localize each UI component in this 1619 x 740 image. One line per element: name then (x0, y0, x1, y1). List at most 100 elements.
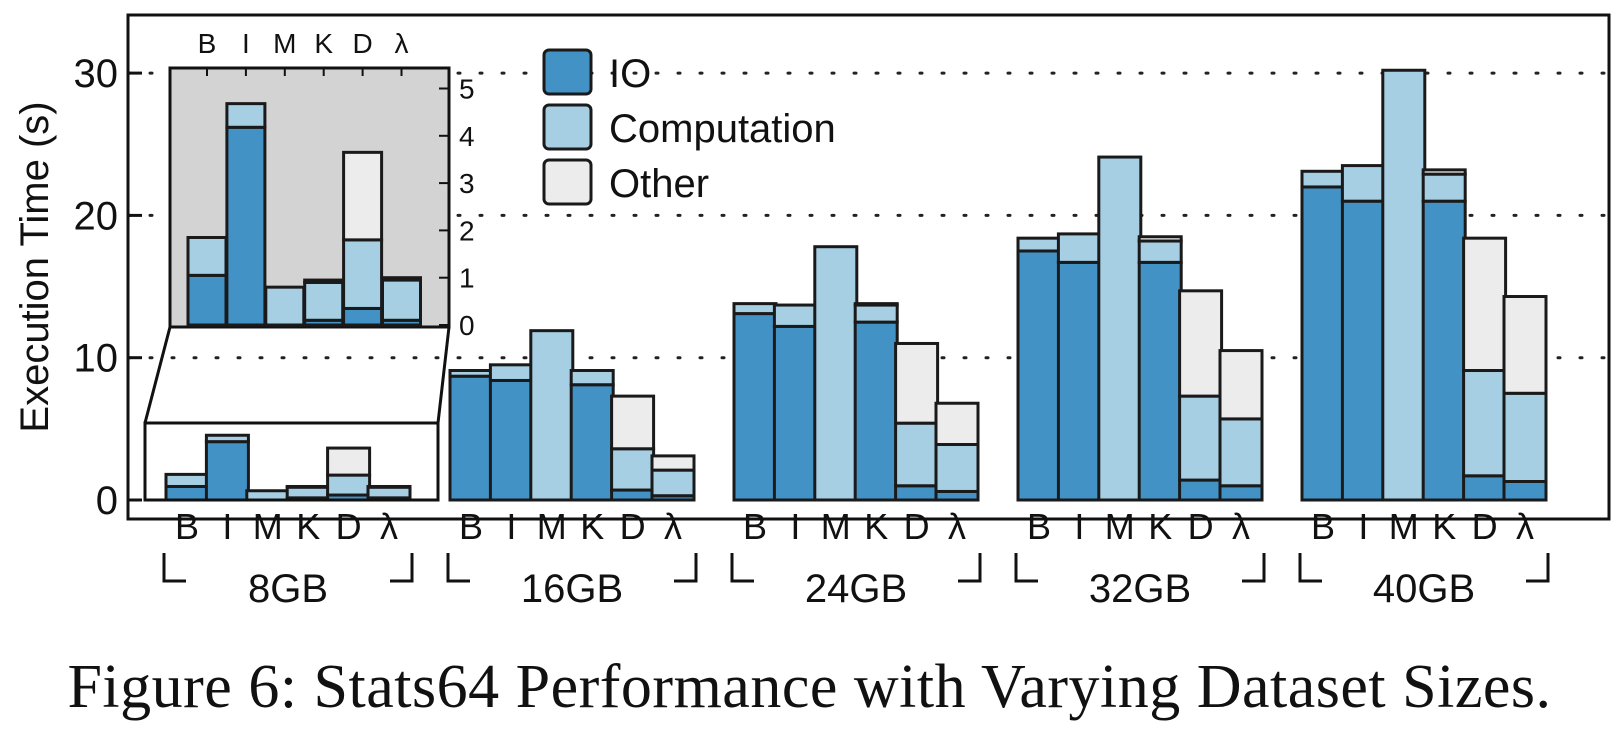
bar-32GB-K-io (1137, 260, 1183, 502)
x-tick-label-M: M (1389, 506, 1419, 547)
bar-16GB-M-computation (529, 329, 575, 502)
bar-40GB-λ-io (1502, 480, 1548, 502)
inset-bar-λ-other (381, 276, 422, 282)
x-tick-label-D: D (904, 506, 930, 547)
legend-swatch-1 (542, 103, 593, 151)
group-label-backdrop (239, 574, 337, 588)
x-tick-label-K: K (1148, 506, 1172, 547)
bar-8GB-K-computation (285, 485, 331, 500)
inset-top-label-K: K (314, 28, 333, 59)
x-tick-label-λ: λ (664, 506, 682, 547)
x-tick-label-M: M (821, 506, 851, 547)
x-tick-label-B: B (1027, 506, 1051, 547)
bar-40GB-K-computation (1421, 172, 1467, 203)
group-bracket (162, 553, 414, 583)
bar-24GB-λ-other (934, 401, 980, 447)
bar-8GB-I-io (204, 440, 250, 502)
x-tick-label-B: B (459, 506, 483, 547)
inset-top-label-M: M (273, 28, 296, 59)
bar-32GB-B-io (1016, 249, 1062, 502)
group-bracket (446, 553, 698, 583)
x-tick-label-K: K (296, 506, 320, 547)
bar-24GB-λ-computation (934, 443, 980, 493)
bar-40GB-D-io (1462, 474, 1508, 502)
bar-40GB-λ-other (1502, 295, 1548, 395)
bar-16GB-K-io (569, 383, 615, 502)
bar-40GB-D-other (1462, 236, 1508, 373)
inset-y-tick-label: 5 (459, 74, 475, 105)
group-label-8GB: 8GB (248, 567, 328, 611)
legend-label-0: IO (609, 52, 651, 96)
bar-32GB-K-computation (1137, 239, 1183, 264)
inset-y-tick-label: 1 (459, 263, 475, 294)
inset-y-tick-label: 3 (459, 168, 475, 199)
bar-16GB-D-computation (610, 447, 656, 492)
bar-8GB-I-computation (204, 433, 250, 444)
y-tick-label: 30 (74, 52, 119, 96)
x-tick-label-B: B (1311, 506, 1335, 547)
group-bracket (1298, 553, 1550, 583)
x-tick-label-λ: λ (1516, 506, 1534, 547)
group-bracket (730, 553, 982, 583)
bar-24GB-B-io (732, 312, 778, 502)
bar-24GB-I-computation (772, 303, 818, 328)
bar-8GB-λ-computation (366, 485, 412, 500)
bar-24GB-I-io (772, 324, 818, 502)
x-tick-label-I: I (1074, 506, 1084, 547)
inset-bar-I-computation (225, 102, 267, 129)
bar-32GB-λ-other (1218, 349, 1264, 421)
bar-40GB-I-io (1340, 199, 1386, 502)
bar-40GB-K-io (1421, 199, 1467, 502)
x-tick-label-D: D (620, 506, 646, 547)
plot-area-frame (126, 13, 1611, 521)
bar-32GB-K-other (1137, 235, 1183, 243)
bar-16GB-λ-other (650, 454, 696, 472)
x-tick-label-K: K (864, 506, 888, 547)
bar-32GB-D-computation (1178, 394, 1224, 482)
bar-32GB-B-computation (1016, 236, 1062, 253)
legend: IO Computation Other (542, 48, 836, 206)
x-tick-label-M: M (253, 506, 283, 547)
inset-top-label-D: D (352, 28, 372, 59)
inset-bar-B-io (186, 273, 228, 327)
inset-bar-λ-computation (381, 278, 422, 322)
zoom-region-box (143, 421, 440, 502)
legend-swatch-0 (542, 48, 593, 96)
inset-bar-I-io (225, 125, 267, 327)
bar-40GB-I-computation (1340, 164, 1386, 203)
x-tick-label-D: D (1472, 506, 1498, 547)
group-label-backdrop (1080, 574, 1200, 588)
inset-bar-D-computation (342, 238, 384, 310)
x-tick-label-M: M (537, 506, 567, 547)
bar-40GB-M-computation (1381, 68, 1427, 502)
bar-16GB-I-computation (488, 363, 534, 382)
bar-40GB-D-computation (1462, 369, 1508, 478)
inset-bar-K-computation (303, 280, 345, 322)
x-tick-label-D: D (336, 506, 362, 547)
group-label-backdrop (512, 574, 632, 588)
legend-label-2: Other (609, 162, 709, 206)
bar-40GB-K-other (1421, 168, 1467, 176)
inset-top-label-B: B (198, 28, 217, 59)
bar-8GB-D-other (326, 446, 372, 477)
inset-y-tick-label: 2 (459, 215, 475, 246)
bar-24GB-K-io (853, 320, 899, 502)
bar-8GB-B-computation (164, 472, 210, 488)
bar-8GB-λ-other (366, 484, 412, 489)
main-bars (164, 68, 1548, 502)
bar-16GB-K-computation (569, 369, 615, 387)
x-tick-label-λ: λ (380, 506, 398, 547)
bar-32GB-D-other (1178, 289, 1224, 398)
bar-24GB-M-computation (813, 245, 859, 502)
group-label-32GB: 32GB (1089, 567, 1191, 611)
y-axis: 0 10 20 30 (74, 52, 142, 523)
bar-24GB-B-computation (732, 302, 778, 316)
x-tick-label-B: B (743, 506, 767, 547)
bar-16GB-I-io (488, 378, 534, 502)
x-tick-label-K: K (1432, 506, 1456, 547)
x-tick-label-λ: λ (948, 506, 966, 547)
inset-bar-K-other (303, 278, 345, 284)
